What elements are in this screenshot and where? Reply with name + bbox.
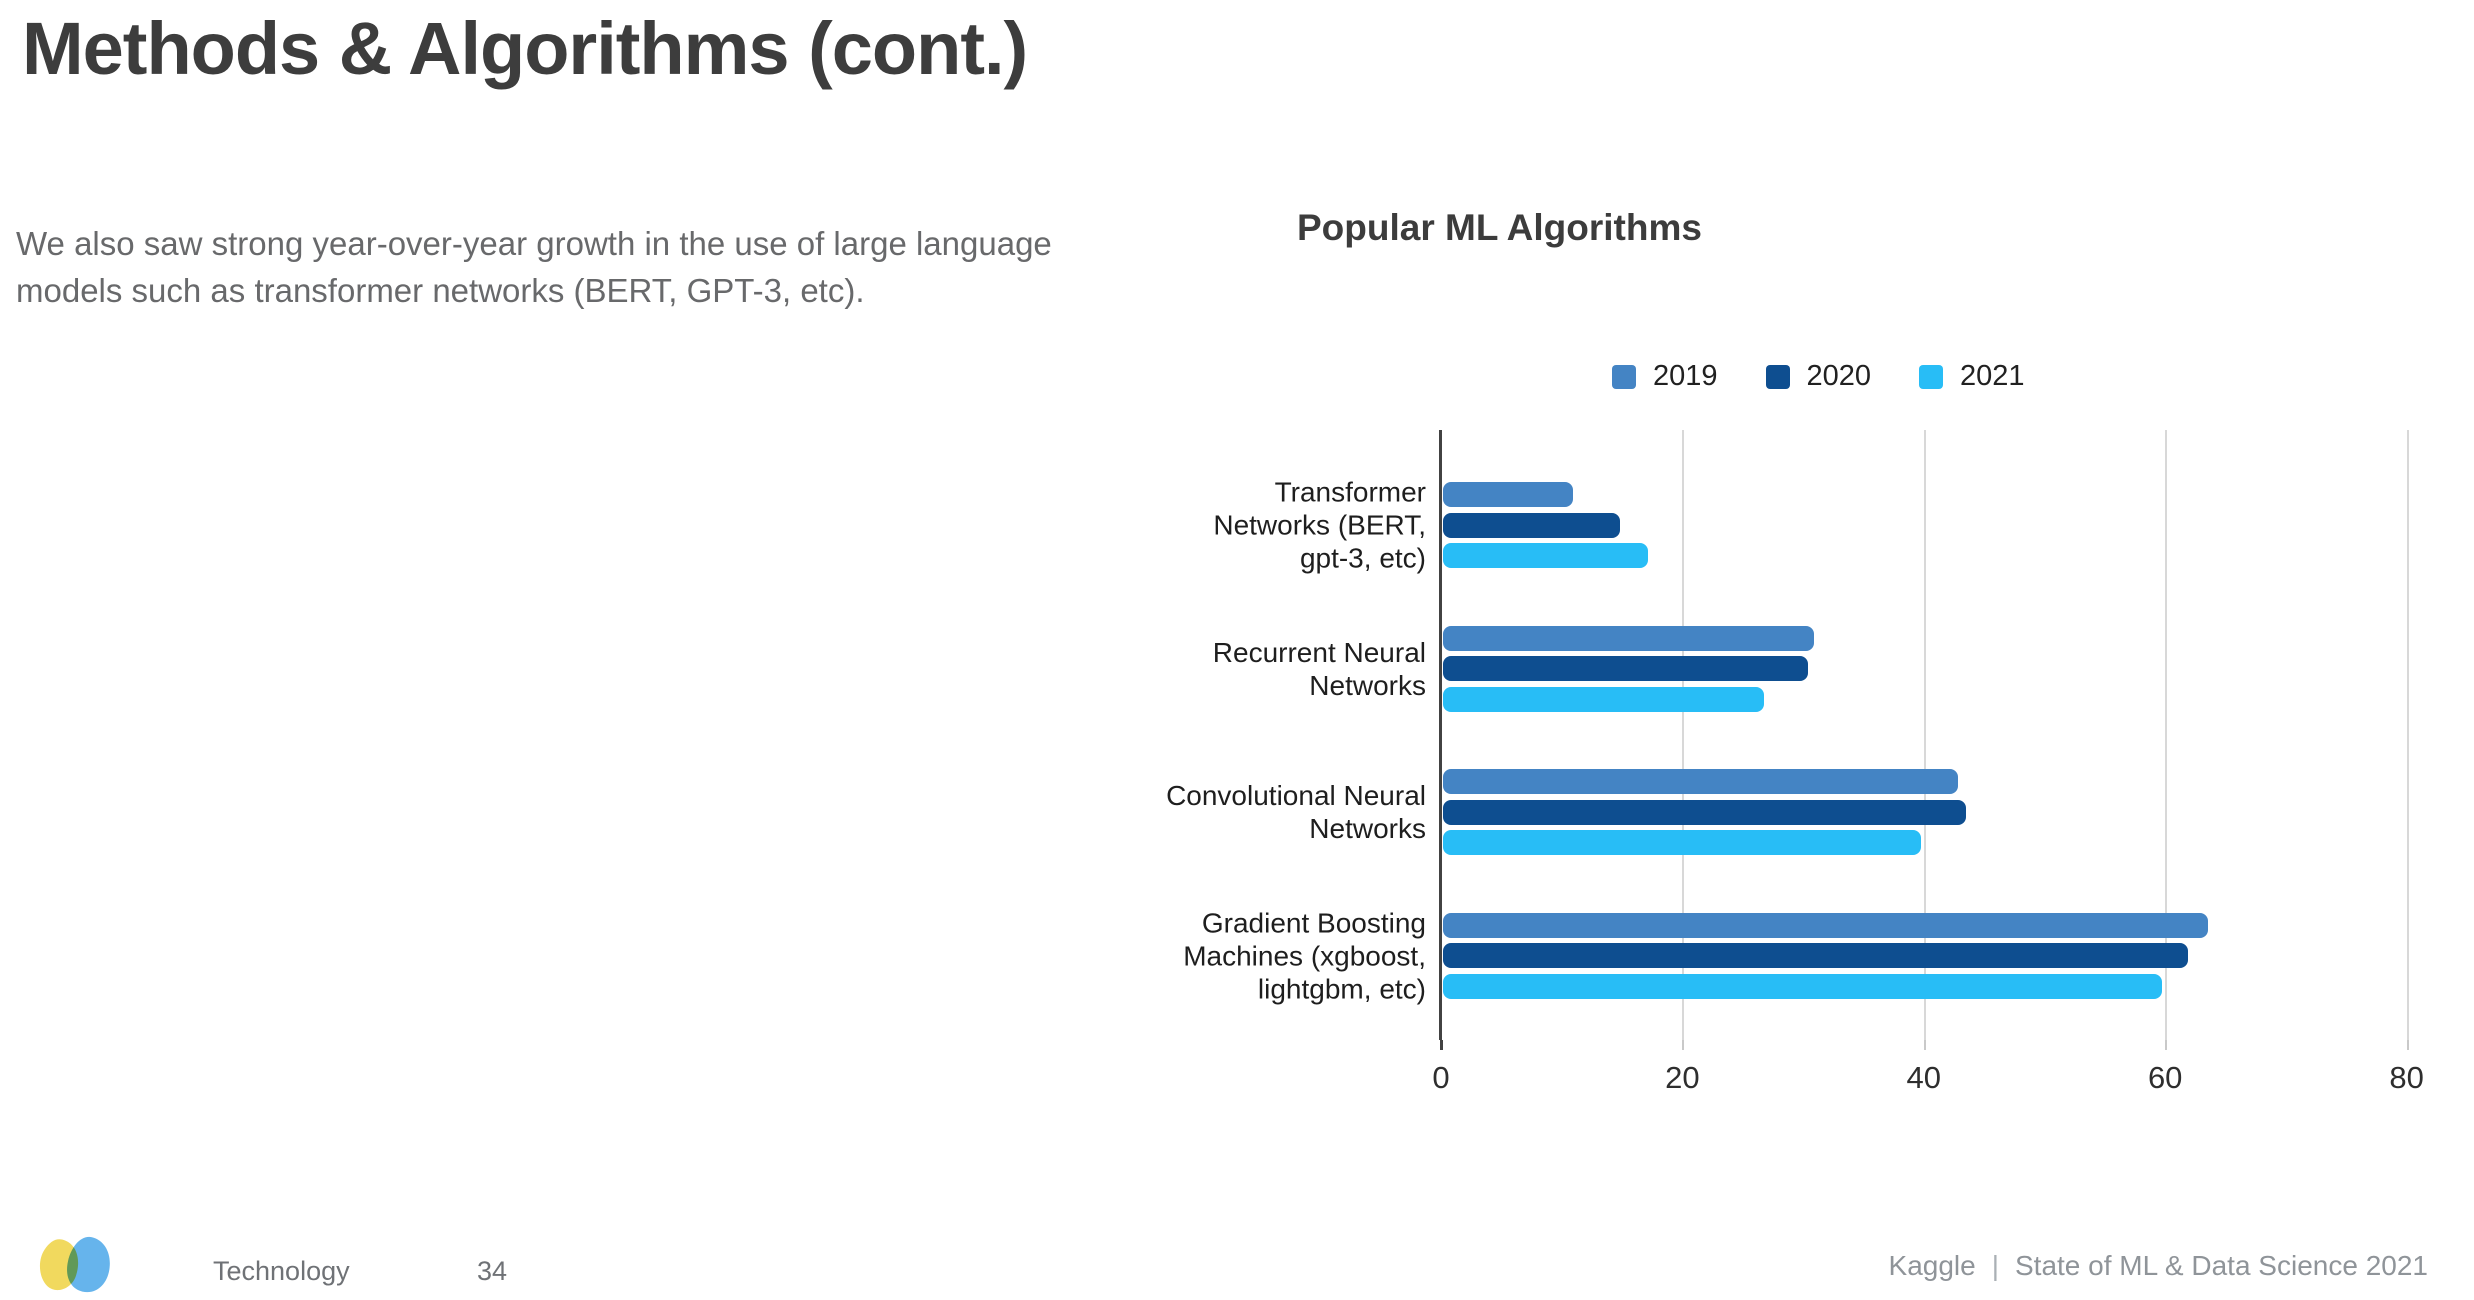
bar-2021-group-3 <box>1443 973 2162 999</box>
footer-report-title: State of ML & Data Science 2021 <box>2015 1250 2428 1281</box>
legend-item-2020: 2020 <box>1765 360 1872 393</box>
legend-item-2021: 2021 <box>1919 360 2025 393</box>
x-tick-label-80: 80 <box>2389 1060 2424 1095</box>
x-axis-tick-60 <box>2165 1040 2168 1050</box>
footer-separator: | <box>1991 1250 1999 1281</box>
bar-2020-group-1 <box>1443 656 1808 681</box>
legend-swatch-2020 <box>1765 364 1790 389</box>
legend-item-2019: 2019 <box>1612 360 1718 393</box>
category-label-3: Gradient Boosting Machines (xgboost, light… <box>1066 906 1426 1005</box>
footer-brand: Kaggle <box>1888 1250 1976 1281</box>
x-tick-label-20: 20 <box>1665 1060 1700 1095</box>
x-axis-line <box>1439 430 1442 1040</box>
bar-2020-group-2 <box>1443 799 1966 825</box>
page-title: Methods & Algorithms (cont.) <box>22 7 1028 90</box>
footer-section-label: Technology <box>213 1256 350 1286</box>
x-axis-tick-0 <box>1440 1040 1443 1050</box>
category-label-0: Transformer Networks (BERT, gpt-3, etc) <box>1066 476 1426 575</box>
bar-2019-group-0 <box>1443 482 1573 507</box>
category-label-line: Networks (BERT, <box>1213 509 1426 541</box>
chart-title: Popular ML Algorithms <box>1297 207 1702 248</box>
category-label-line: Machines (xgboost, <box>1183 940 1426 971</box>
kaggle-logo-icon <box>36 1234 124 1300</box>
legend-label-2019: 2019 <box>1653 360 1718 392</box>
category-label-1: Recurrent Neural Networks <box>1066 636 1426 702</box>
bar-2020-group-3 <box>1443 943 2188 968</box>
bar-2020-group-0 <box>1443 512 1620 538</box>
x-axis-tick-80 <box>2406 1040 2409 1050</box>
legend-swatch-2019 <box>1612 364 1636 389</box>
x-tick-label-40: 40 <box>1906 1060 1942 1095</box>
chart-legend: 2019 2020 2021 <box>1612 360 2025 393</box>
category-label-line: Gradient Boosting <box>1201 907 1426 938</box>
gridline-60 <box>2165 430 2168 1040</box>
legend-label-2020: 2020 <box>1806 360 1872 392</box>
gridline-40 <box>1923 430 1926 1040</box>
category-label-2: Convolutional Neural Networks <box>1066 779 1426 845</box>
category-label-line: Recurrent Neural <box>1212 636 1426 668</box>
category-label-line: Networks <box>1309 813 1426 844</box>
bar-2021-group-1 <box>1443 686 1764 712</box>
bar-2019-group-1 <box>1443 625 1814 651</box>
category-label-line: Networks <box>1309 669 1426 701</box>
x-axis-tick-40 <box>1923 1040 1926 1050</box>
x-tick-label-0: 0 <box>1432 1060 1450 1095</box>
gridline-20 <box>1682 430 1685 1040</box>
bar-2021-group-0 <box>1443 543 1648 568</box>
category-label-line: gpt-3, etc) <box>1299 542 1426 574</box>
page-number: 34 <box>477 1256 508 1286</box>
logo-blue-blob <box>67 1236 110 1293</box>
bar-2019-group-2 <box>1443 769 1958 794</box>
body-text: We also saw strong year-over-year growth… <box>16 225 1052 309</box>
x-tick-label-60: 60 <box>2147 1060 2183 1095</box>
category-label-line: lightgbm, etc) <box>1257 973 1426 1004</box>
legend-label-2021: 2021 <box>1960 360 2025 392</box>
x-axis-tick-20 <box>1682 1040 1685 1050</box>
category-label-line: Transformer <box>1274 476 1426 508</box>
gridline-80 <box>2406 430 2409 1040</box>
category-label-line: Convolutional Neural <box>1166 780 1426 811</box>
footer-report-credit: Kaggle | State of ML & Data Science 2021 <box>1889 1250 2428 1282</box>
legend-swatch-2021 <box>1919 364 1944 389</box>
bar-2019-group-3 <box>1443 912 2208 938</box>
bar-2021-group-2 <box>1443 830 1921 855</box>
